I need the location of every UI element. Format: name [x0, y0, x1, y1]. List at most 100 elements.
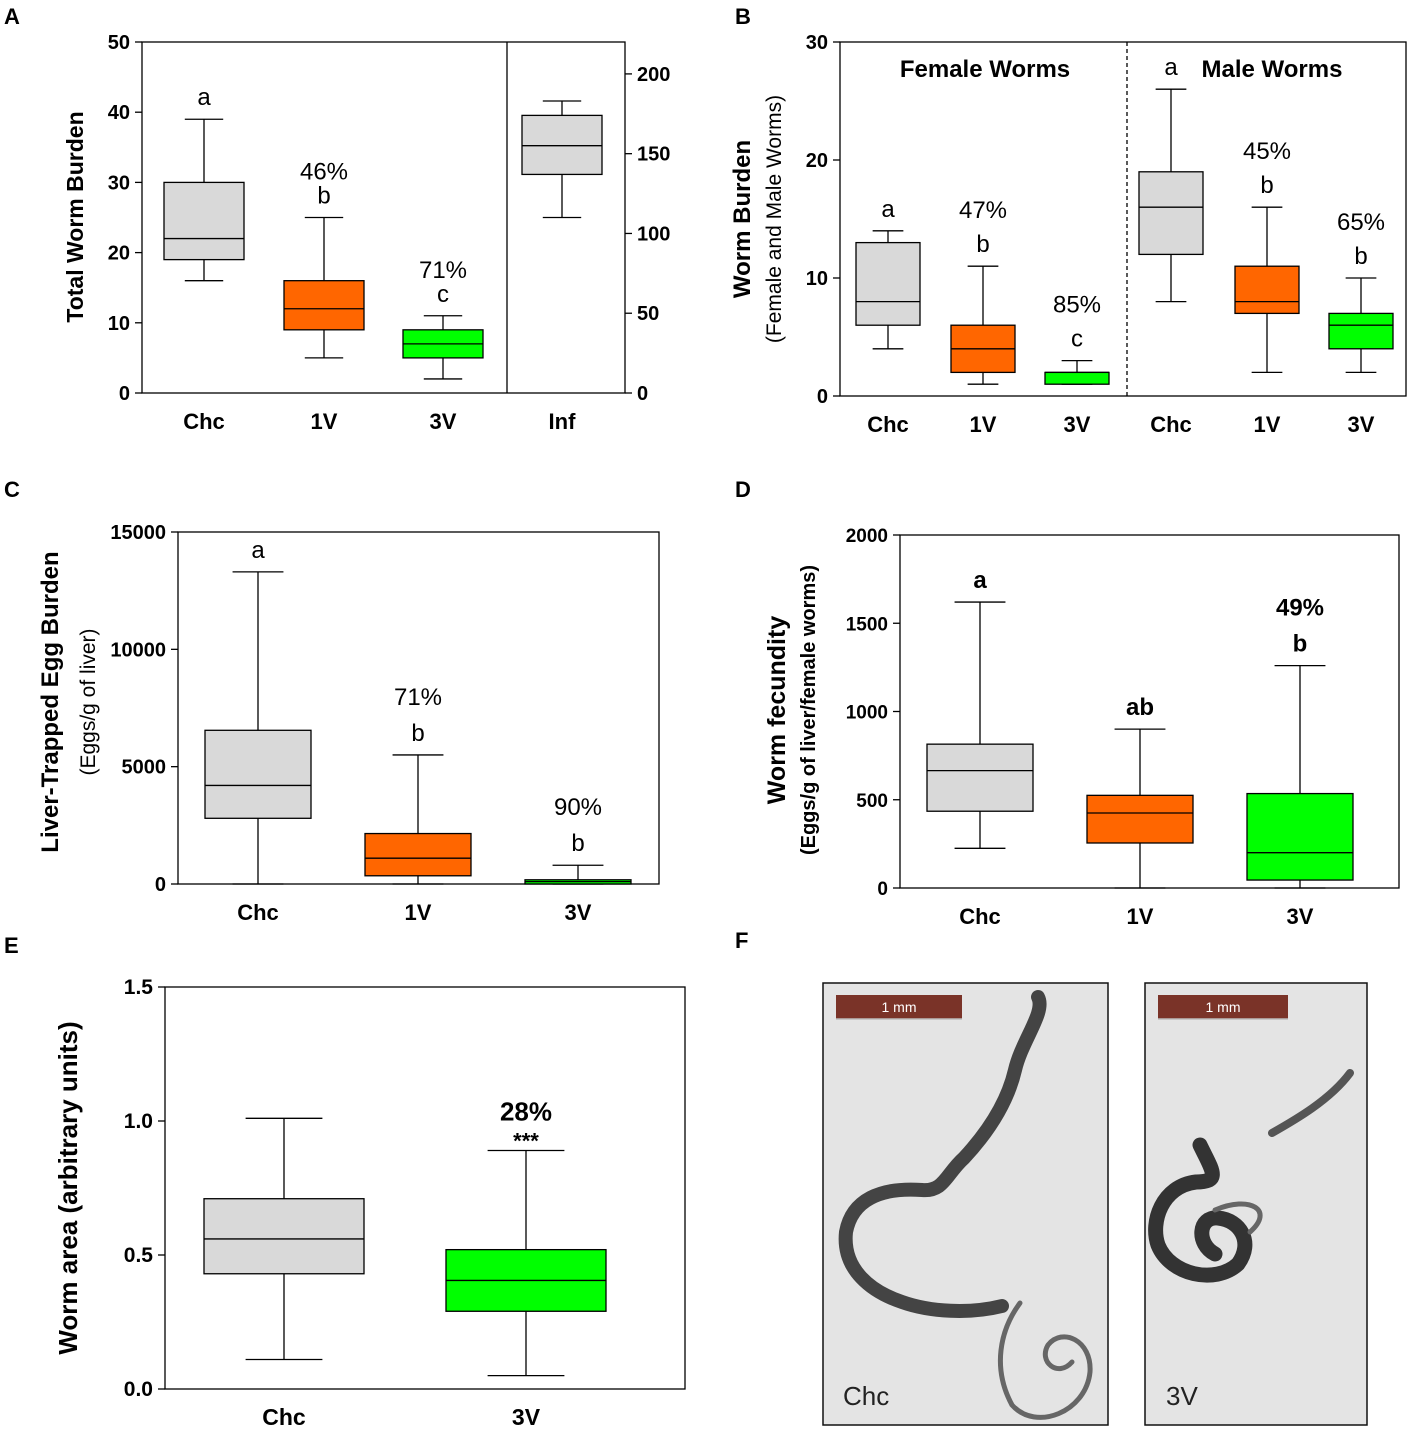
worm-3v-small — [1268, 1069, 1354, 1137]
percent-label-c-3v-2: 90% — [554, 794, 602, 821]
y-tick-label-a-0: 0 — [119, 383, 130, 405]
y-tick-label-d-4: 2000 — [846, 526, 888, 547]
box-d-1v-1 — [1086, 794, 1194, 844]
box-d-3v-2 — [1246, 792, 1354, 881]
x-tick-label-d-chc-0: Chc — [959, 904, 1001, 929]
scale-bar-label-3v: 1 mm — [1206, 999, 1241, 1015]
x-tick-label-a-1v-1: 1V — [311, 409, 338, 434]
box-a-chc-0 — [163, 181, 245, 261]
worm-chc — [838, 990, 1047, 1318]
y-tick-label-d-1: 500 — [856, 791, 888, 812]
box-e-chc-0 — [203, 1198, 365, 1275]
plot-frame-e — [164, 986, 686, 1390]
percent-label-d-3v-2: 49% — [1276, 595, 1324, 622]
significance-label-b-1v-1: b — [976, 231, 989, 258]
y-tick-label-b-3: 30 — [806, 32, 828, 54]
box-a-inf-3 — [521, 114, 603, 176]
box-b-1v-4 — [1234, 265, 1300, 315]
significance-label-b-3v-2: c — [1071, 326, 1083, 353]
box-b-3v-2 — [1044, 371, 1110, 385]
significance-label-b-chc-3: a — [1164, 54, 1178, 81]
y2-tick-label-a-3: 150 — [637, 144, 670, 166]
significance-label-a-3v-2: c — [437, 281, 449, 308]
significance-label-a-chc-0: a — [197, 84, 211, 111]
significance-label-e-3v-1: *** — [513, 1128, 539, 1153]
y-axis-sublabel-c: (Eggs/g of liver) — [77, 628, 100, 775]
group-label-male: Male Worms — [1202, 56, 1343, 83]
x-tick-label-c-chc-0: Chc — [237, 900, 279, 925]
significance-label-b-1v-4: b — [1260, 172, 1273, 199]
y-tick-label-e-2: 1.0 — [124, 1110, 153, 1133]
scale-bar-chc — [836, 995, 962, 1019]
y2-tick-label-a-4: 200 — [637, 64, 670, 86]
panel-letter-c: C — [4, 477, 20, 502]
micrograph-3v: 1 mm 3V — [1144, 982, 1368, 1426]
y-tick-label-d-0: 0 — [877, 879, 888, 900]
significance-label-c-3v-2: b — [571, 830, 584, 857]
box-a-1v-1 — [283, 280, 365, 331]
y-axis-label-c: Liver-Trapped Egg Burden — [37, 551, 64, 852]
y-tick-label-c-3: 15000 — [110, 522, 166, 544]
panel-letter-d: D — [735, 477, 751, 502]
x-tick-label-b-chc-0: Chc — [867, 412, 909, 437]
micrograph-caption-3v: 3V — [1166, 1381, 1198, 1411]
x-tick-label-a-chc-0: Chc — [183, 409, 225, 434]
significance-label-c-chc-0: a — [251, 537, 265, 564]
y-tick-label-e-3: 1.5 — [124, 976, 154, 999]
y-tick-label-c-2: 10000 — [110, 639, 166, 661]
significance-label-a-1v-1: b — [317, 183, 330, 210]
panel-a: A Total Worm Burden 0 10 20 30 40 50 0 50 100 15… — [4, 4, 670, 434]
y-tick-label-b-1: 10 — [806, 268, 828, 290]
micrograph-frame-3v — [1144, 982, 1368, 1426]
micrograph-chc: 1 mm Chc — [822, 982, 1109, 1426]
box-c-chc-0 — [204, 729, 312, 819]
percent-label-c-1v-1: 71% — [394, 684, 442, 711]
x-tick-label-c-1v-1: 1V — [405, 900, 432, 925]
percent-label-e-3v-1: 28% — [500, 1096, 552, 1126]
plot-frame-a — [141, 41, 626, 394]
y2-tick-label-a-1: 50 — [637, 303, 659, 325]
significance-label-c-1v-1: b — [411, 720, 424, 747]
x-tick-label-c-3v-2: 3V — [565, 900, 592, 925]
scale-bar-label-chc: 1 mm — [882, 999, 917, 1015]
percent-label-a-1v-1: 46% — [300, 159, 348, 186]
x-tick-label-a-inf-3: Inf — [549, 409, 577, 434]
x-tick-label-d-1v-1: 1V — [1127, 904, 1154, 929]
significance-label-d-1v-1: ab — [1126, 694, 1154, 721]
y-axis-label-e: Worm area (arbitrary units) — [53, 1021, 83, 1354]
x-tick-label-e-chc-0: Chc — [262, 1404, 306, 1430]
scale-bar-3v — [1158, 995, 1288, 1019]
percent-label-b-1v-4: 45% — [1243, 138, 1291, 165]
worm-3v-tail — [1212, 1201, 1263, 1235]
panel-f: F 1 mm Chc 1 mm 3V — [735, 928, 1368, 1426]
micrograph-caption-chc: Chc — [843, 1381, 889, 1411]
percent-label-b-1v-1: 47% — [959, 197, 1007, 224]
y-tick-label-a-5: 50 — [108, 32, 130, 54]
y-axis-sublabel-b: (Female and Male Worms) — [763, 95, 786, 343]
significance-label-d-3v-2: b — [1293, 631, 1308, 658]
x-tick-label-b-3v-2: 3V — [1064, 412, 1091, 437]
y-tick-label-c-1: 5000 — [122, 757, 167, 779]
x-tick-label-e-3v-1: 3V — [512, 1404, 541, 1430]
x-tick-label-b-1v-4: 1V — [1254, 412, 1281, 437]
panel-letter-f: F — [735, 928, 748, 953]
panel-b: B Female Worms Male Worms Worm Burden (F… — [729, 4, 1407, 437]
y-tick-label-d-3: 1500 — [846, 614, 888, 635]
box-b-3v-5 — [1328, 312, 1394, 350]
x-tick-label-b-1v-1: 1V — [970, 412, 997, 437]
significance-label-b-3v-5: b — [1354, 243, 1367, 270]
y-tick-label-e-1: 0.5 — [124, 1244, 154, 1267]
y-tick-label-a-2: 20 — [108, 243, 130, 265]
panel-d: D Worm fecundity (Eggs/g of liver/female… — [735, 477, 1400, 929]
y2-tick-label-a-0: 0 — [637, 383, 648, 405]
y-axis-sublabel-d: (Eggs/g of liver/female worms) — [798, 565, 820, 855]
group-label-female: Female Worms — [900, 56, 1070, 83]
x-tick-label-a-3v-2: 3V — [430, 409, 457, 434]
panel-letter-e: E — [4, 933, 19, 958]
y-tick-label-b-2: 20 — [806, 150, 828, 172]
y-tick-label-a-4: 40 — [108, 102, 130, 124]
box-d-chc-0 — [926, 743, 1034, 812]
panel-letter-a: A — [4, 4, 20, 29]
box-b-chc-0 — [855, 241, 921, 326]
